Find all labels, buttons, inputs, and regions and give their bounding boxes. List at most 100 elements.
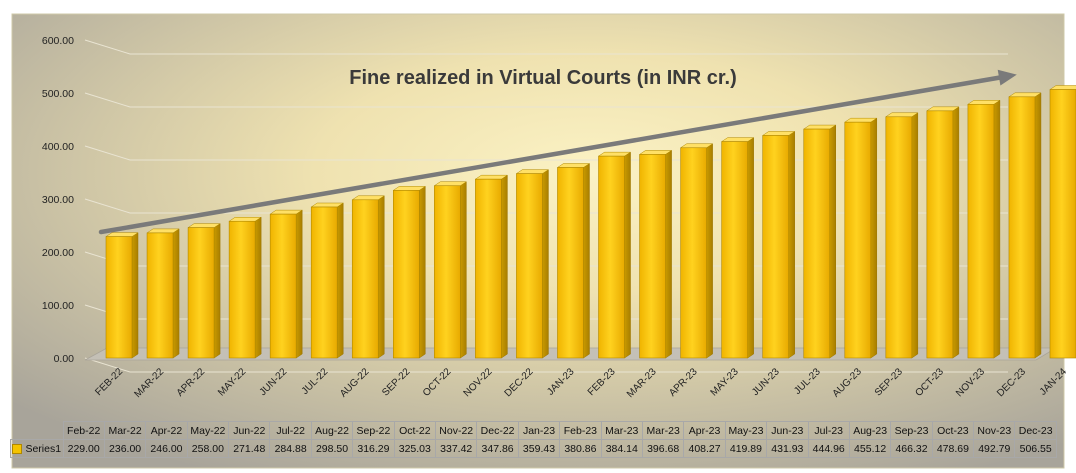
legend-key [12, 443, 23, 454]
table-header-cell: Nov-22 [435, 421, 478, 440]
bar [474, 174, 509, 359]
table-value-cell: 347.86 [476, 439, 519, 458]
bar-front [393, 190, 420, 359]
bar [597, 151, 632, 359]
bar-side [419, 185, 426, 359]
y-tick-label: 200.00 [42, 247, 74, 259]
legend-series-label: Series1 [25, 442, 62, 455]
bar [146, 228, 180, 359]
table-value-cell: 316.29 [352, 439, 395, 458]
bar [967, 99, 1001, 359]
bar [187, 223, 221, 359]
bar-side [460, 181, 467, 359]
table-value-cell: 419.89 [724, 439, 768, 458]
bar-front [967, 103, 995, 359]
bar-side [254, 216, 262, 359]
bar [433, 181, 468, 359]
bar-front [516, 173, 543, 359]
y-tick-label: 600.00 [42, 35, 74, 47]
bar [802, 124, 837, 359]
bar-side [336, 202, 344, 359]
trend-arrow [98, 69, 1017, 235]
table-header-cell: Apr-22 [145, 421, 188, 440]
bar-top [515, 169, 550, 174]
table-header-cell: Feb-23 [559, 421, 602, 440]
table-value-cell: 271.48 [228, 439, 271, 458]
bar [1049, 85, 1076, 359]
table-corner [10, 421, 64, 440]
table-value-cell: 444.96 [807, 439, 850, 458]
bar [679, 143, 714, 359]
bar-side [295, 209, 303, 359]
bar-top [843, 117, 878, 123]
bar-side [829, 124, 836, 359]
table-value-cell: 229.00 [62, 439, 105, 458]
bar-front [434, 185, 461, 359]
table-header-cell: Apr-23 [683, 421, 726, 440]
bar-top [392, 186, 427, 191]
gridlines [84, 39, 1008, 373]
bar-top [269, 209, 303, 215]
bar [885, 112, 919, 359]
bar-top [187, 223, 221, 228]
bar [720, 137, 755, 359]
bar-front [926, 110, 954, 359]
bar-front [762, 135, 789, 359]
table-header-cell: Sep-22 [352, 421, 395, 440]
bar-front [1008, 96, 1036, 359]
table-value-cell: 466.32 [890, 439, 933, 458]
bar-front [844, 121, 872, 359]
bar-top [802, 124, 837, 130]
table-value-cell: 359.43 [517, 439, 561, 458]
trend-arrow-shaft [98, 74, 1006, 235]
bar [105, 232, 139, 359]
bar-top [556, 163, 591, 168]
table-value-cell: 396.68 [641, 439, 685, 458]
bar [1008, 92, 1042, 359]
gridline [84, 357, 1008, 373]
table-value-cell: 478.69 [931, 439, 975, 458]
data-table: Feb-22 Mar-22 Apr-22 May-22 Jun-22 Jul-22 Aug-… [10, 421, 1057, 458]
bar-front [721, 141, 748, 359]
table-value-cell: 325.03 [393, 439, 437, 458]
bar-front [598, 155, 625, 359]
chart-title: Fine realized in Virtual Courts (in INR … [349, 67, 736, 89]
table-header-cell: Oct-22 [393, 421, 437, 440]
bar-front [475, 178, 502, 359]
table-value-cell: 380.86 [559, 439, 602, 458]
bar-top [310, 202, 345, 208]
bar-top [146, 228, 180, 234]
table-header-cell: Dec-23 [1014, 421, 1057, 440]
bar [515, 169, 550, 359]
table-header-cell: Mar-22 [103, 421, 147, 440]
bar-top [638, 150, 673, 155]
table-header-cell: Aug-22 [310, 421, 354, 440]
bar-top [228, 217, 262, 222]
table-header-cell: Jul-23 [807, 421, 850, 440]
table-header-cell: Jun-23 [766, 421, 809, 440]
bar [392, 185, 427, 359]
table-header-cell: Sep-23 [890, 421, 933, 440]
y-tick-label: 100.00 [42, 300, 74, 312]
table-header-cell: Dec-22 [476, 421, 519, 440]
table-header-cell: Feb-22 [62, 421, 105, 440]
bar-side [501, 174, 508, 359]
table-value-cell: 246.00 [145, 439, 188, 458]
data-table-series-row: Series1 229.00 236.00 246.00 258.00 271.48 284… [10, 439, 1057, 458]
table-header-cell: Nov-23 [973, 421, 1016, 440]
bar-side [870, 117, 878, 359]
bar [556, 163, 591, 359]
gridline [84, 39, 1008, 55]
bar-top [926, 106, 960, 112]
bar-side [378, 195, 385, 359]
bar-front [187, 227, 215, 359]
bar-side [993, 99, 1001, 359]
bar-side [624, 151, 631, 359]
table-value-cell: 298.50 [310, 439, 354, 458]
y-tick-label: 300.00 [42, 194, 74, 206]
table-header-cell: Aug-23 [848, 421, 892, 440]
bar-front [885, 116, 913, 359]
y-tick-label: 400.00 [42, 141, 74, 153]
bar-front [557, 167, 584, 359]
bar-top [474, 174, 509, 180]
